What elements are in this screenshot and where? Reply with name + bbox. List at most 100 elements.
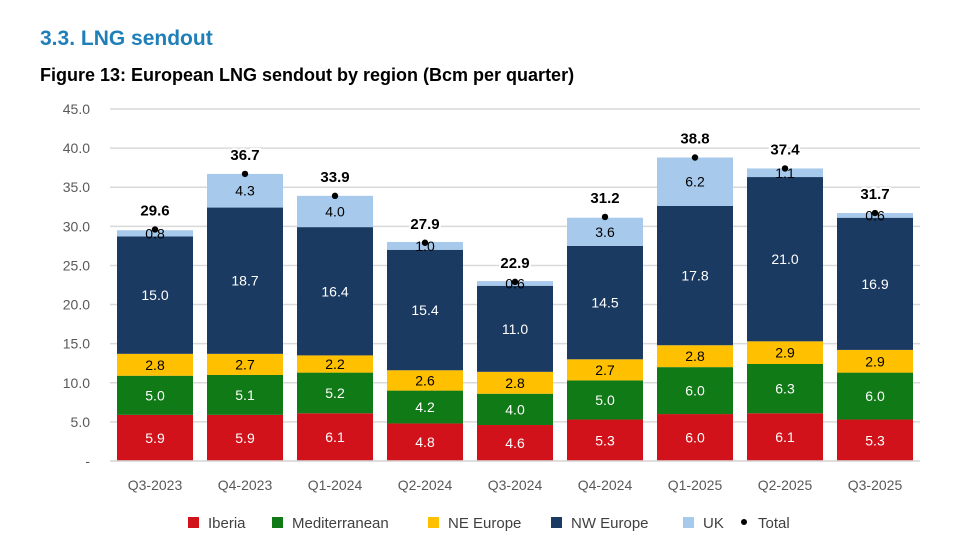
total-marker <box>421 239 429 246</box>
bar-segment-ne-europe <box>477 371 553 394</box>
bar-segment-ne-europe <box>117 353 193 376</box>
x-tick-label: Q3-2023 <box>128 477 183 493</box>
x-tick-label: Q2-2024 <box>398 477 453 493</box>
legend-label: Total <box>758 515 790 532</box>
bar-segment-iberia <box>567 419 643 461</box>
data-label: 6.2 <box>685 174 705 190</box>
bar-segment-mediterranean <box>567 380 643 420</box>
legend-swatch <box>188 517 199 528</box>
data-label: 4.2 <box>415 399 435 415</box>
x-tick-label: Q4-2024 <box>578 477 633 493</box>
legend-label: NE Europe <box>448 515 521 532</box>
data-label: 14.5 <box>591 295 618 311</box>
data-label: 16.9 <box>861 276 888 292</box>
legend-label: NW Europe <box>571 515 649 532</box>
bar-segment-iberia <box>837 419 913 461</box>
y-tick-label: 5.0 <box>71 414 91 430</box>
data-label: 5.3 <box>595 432 615 448</box>
total-label: 37.4 <box>770 141 800 158</box>
data-label: 6.0 <box>685 430 705 446</box>
data-label: 4.0 <box>325 203 345 219</box>
total-marker <box>241 170 249 178</box>
bar-segment-mediterranean <box>747 364 823 414</box>
bar-segment-nw-europe <box>387 249 463 371</box>
data-label: 6.3 <box>775 381 795 397</box>
y-tick-label: 20.0 <box>63 297 90 313</box>
bar-segment-uk <box>747 168 823 178</box>
bar-segment-nw-europe <box>747 177 823 342</box>
bar-segment-iberia <box>657 414 733 461</box>
data-label: 2.2 <box>325 356 345 372</box>
legend-swatch <box>683 517 694 528</box>
bar-segment-nw-europe <box>657 205 733 346</box>
x-tick-label: Q1-2025 <box>668 477 723 493</box>
bar-segment-nw-europe <box>477 285 553 372</box>
bar-segment-ne-europe <box>657 345 733 368</box>
bar-segment-mediterranean <box>117 375 193 415</box>
bar-segment-mediterranean <box>387 390 463 424</box>
bar-segment-ne-europe <box>567 359 643 381</box>
data-label: 2.6 <box>415 372 435 388</box>
bar-segment-uk <box>207 173 283 208</box>
total-marker <box>331 192 339 200</box>
total-marker <box>601 213 609 221</box>
x-tick-label: Q3-2024 <box>488 477 543 493</box>
data-label: 5.3 <box>865 432 885 448</box>
data-label: 4.0 <box>505 401 525 417</box>
data-label: 2.8 <box>145 357 165 373</box>
data-label: 2.8 <box>685 348 705 364</box>
total-label: 22.9 <box>500 255 529 272</box>
total-marker <box>871 209 879 217</box>
data-label: 21.0 <box>771 251 798 267</box>
total-label: 31.2 <box>590 190 619 207</box>
data-label: 2.7 <box>595 362 615 378</box>
data-label: 5.0 <box>145 387 165 403</box>
bar-segment-ne-europe <box>207 353 283 375</box>
y-tick-label: 45.0 <box>63 101 90 117</box>
bar-segment-iberia <box>747 413 823 461</box>
data-label: 5.9 <box>145 430 165 446</box>
bar-segment-ne-europe <box>747 341 823 365</box>
data-label: 2.9 <box>865 353 885 369</box>
data-label: 6.1 <box>775 429 795 445</box>
legend-label: UK <box>703 515 724 532</box>
x-tick-label: Q3-2025 <box>848 477 903 493</box>
bar-segment-mediterranean <box>837 372 913 420</box>
data-label: 11.0 <box>502 321 528 337</box>
data-label: 5.2 <box>325 385 345 401</box>
legend-label: Mediterranean <box>292 515 389 532</box>
data-label: 5.0 <box>595 392 615 408</box>
bar-segment-ne-europe <box>837 349 913 373</box>
legend-swatch <box>551 517 562 528</box>
bar-segment-iberia <box>297 413 373 461</box>
figure-title: Figure 13: European LNG sendout by regio… <box>40 65 575 85</box>
bar-segment-nw-europe <box>297 227 373 356</box>
bar-segment-mediterranean <box>207 374 283 415</box>
bar-segment-mediterranean <box>477 393 553 426</box>
data-label: 15.4 <box>411 302 438 318</box>
y-tick-label: 10.0 <box>63 375 90 391</box>
y-tick-label: 40.0 <box>63 140 90 156</box>
data-label: 1.1 <box>775 165 795 181</box>
y-tick-label: 30.0 <box>63 218 90 234</box>
bar-segment-iberia <box>207 414 283 461</box>
x-tick-label: Q1-2024 <box>308 477 363 493</box>
bar-segment-iberia <box>477 425 553 461</box>
total-marker <box>691 154 699 161</box>
bar-segment-nw-europe <box>117 236 193 354</box>
data-label: 6.0 <box>865 388 885 404</box>
total-marker <box>781 165 789 172</box>
data-label: 2.9 <box>775 345 795 361</box>
data-label: 15.0 <box>141 287 168 303</box>
bar-segment-nw-europe <box>207 207 283 354</box>
section-title: 3.3. LNG sendout <box>40 27 213 50</box>
data-label: 5.9 <box>235 430 255 446</box>
legend-marker-total <box>741 519 747 525</box>
x-tick-label: Q4-2023 <box>218 477 273 493</box>
bar-segment-nw-europe <box>837 217 913 350</box>
data-label: 0.8 <box>145 225 165 241</box>
total-label: 36.7 <box>230 147 259 164</box>
bar-segment-uk <box>297 195 373 228</box>
y-tick-label: 35.0 <box>63 179 90 195</box>
